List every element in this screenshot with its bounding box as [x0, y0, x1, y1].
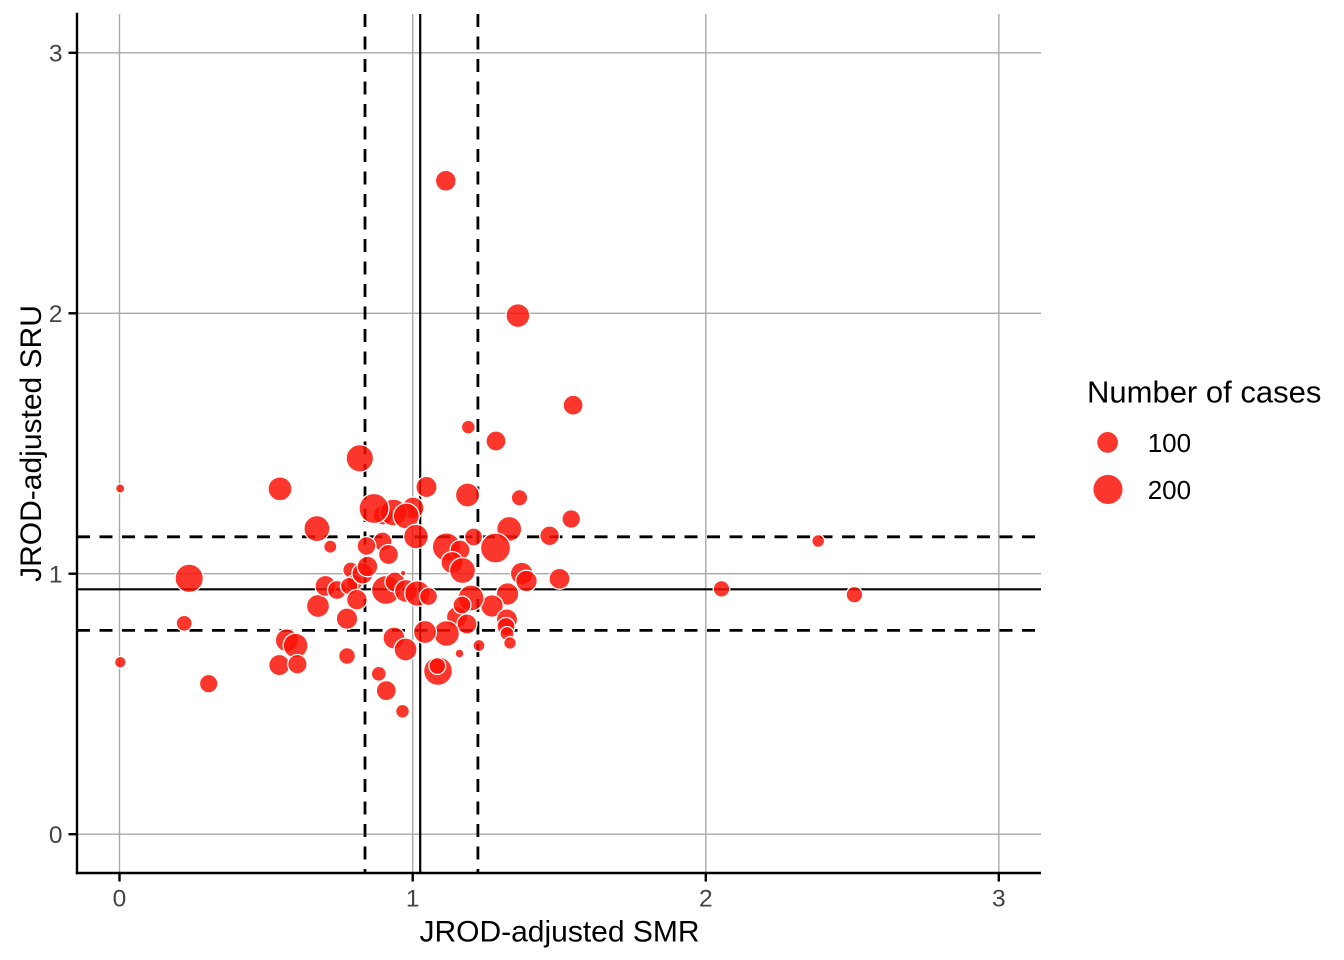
- svg-text:0: 0: [113, 885, 127, 912]
- svg-text:200: 200: [1148, 475, 1191, 505]
- svg-text:JROD-adjusted SMR: JROD-adjusted SMR: [419, 916, 699, 949]
- svg-text:Number of cases: Number of cases: [1087, 375, 1321, 410]
- svg-text:2: 2: [699, 885, 713, 912]
- svg-text:JROD-adjusted SRU: JROD-adjusted SRU: [15, 305, 48, 582]
- svg-text:1: 1: [49, 562, 63, 589]
- svg-text:2: 2: [49, 301, 63, 328]
- svg-text:3: 3: [992, 885, 1006, 912]
- svg-text:1: 1: [406, 885, 420, 912]
- svg-text:100: 100: [1148, 428, 1191, 458]
- svg-text:3: 3: [49, 41, 63, 68]
- svg-text:0: 0: [49, 822, 63, 849]
